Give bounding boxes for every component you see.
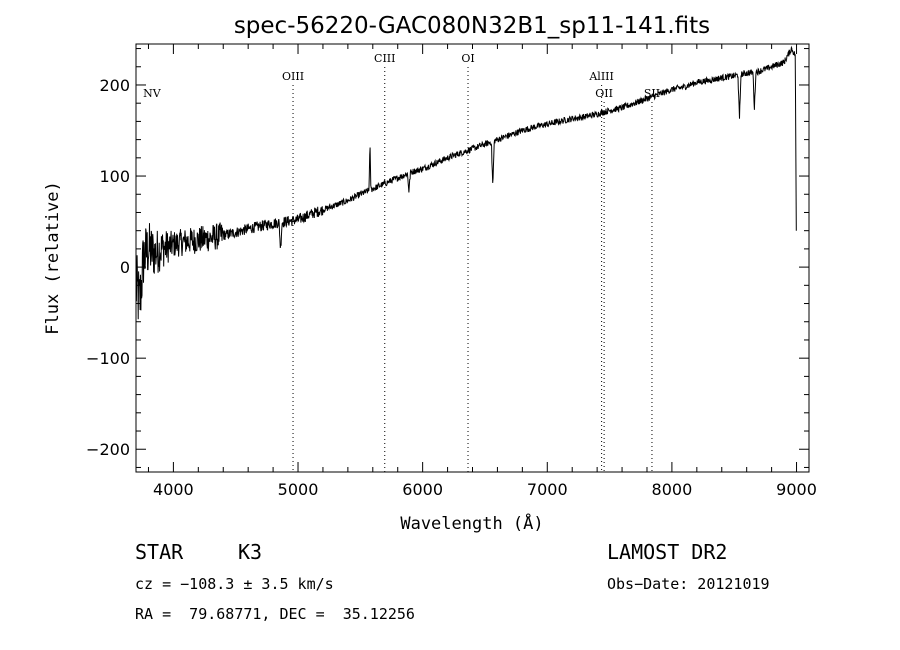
survey-name: LAMOST DR2: [607, 540, 728, 564]
x-axis-label: Wavelength (Å): [400, 512, 543, 534]
coordinates-readout: RA = 79.68771, DEC = 35.12256: [135, 605, 415, 623]
redshift-readout: cz = −108.3 ± 3.5 km/s: [135, 575, 334, 593]
spectral-line-label: OIII: [282, 70, 304, 83]
y-tick-label: −200: [86, 440, 130, 459]
spectral-line-label: CIII: [374, 52, 395, 65]
spectrum-series-line: [135, 45, 797, 320]
x-tick-label: 8000: [652, 480, 693, 499]
x-tick-label: 6000: [402, 480, 443, 499]
y-tick-label: 0: [120, 258, 130, 277]
tick-layer: 4000 5000 6000 7000 8000 9000 −200 −100 0 100 200: [86, 44, 817, 499]
spectral-line-label: OI: [461, 52, 474, 65]
x-tick-label: 7000: [527, 480, 568, 499]
y-tick-label: 200: [99, 76, 130, 95]
chart-title: spec-56220-GAC080N32B1_sp11-141.fits: [234, 13, 710, 39]
y-axis-label: Flux (relative): [43, 181, 63, 335]
spectral-line-label: AlIII: [588, 70, 614, 83]
x-tick-label: 4000: [153, 480, 194, 499]
x-tick-label: 9000: [776, 480, 817, 499]
y-tick-label: −100: [86, 349, 130, 368]
observation-date: Obs−Date: 20121019: [607, 575, 770, 593]
object-subclass: K3: [238, 540, 263, 564]
spectral-line-label: OII: [595, 87, 613, 100]
y-tick-label: 100: [99, 167, 130, 186]
plot-frame: [135, 43, 810, 473]
object-class: STAR: [135, 540, 184, 564]
x-tick-label: 5000: [278, 480, 319, 499]
spectral-line-label: NV: [143, 87, 162, 100]
